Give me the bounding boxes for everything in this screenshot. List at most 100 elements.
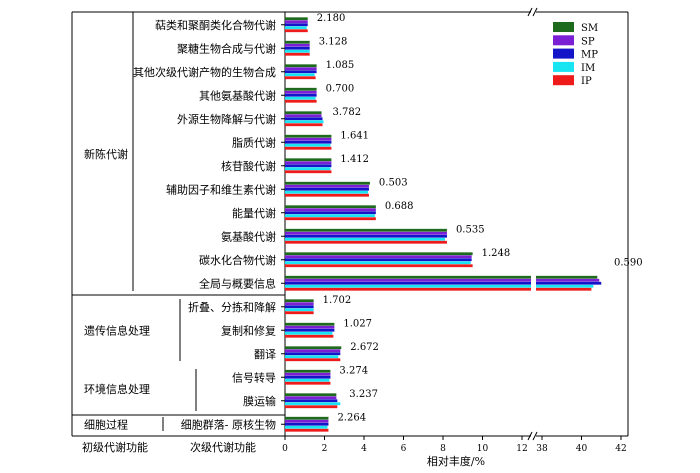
category-label: 碳水化合物代谢 — [199, 253, 276, 267]
x-tick-label: 38 — [536, 444, 548, 454]
bar — [285, 214, 375, 218]
bar — [285, 284, 531, 288]
data-label: 3.237 — [349, 389, 378, 400]
group-label: 遗传信息处理 — [84, 323, 150, 337]
bar — [536, 281, 602, 285]
data-label: 1.702 — [323, 295, 352, 306]
bar — [285, 90, 317, 94]
bar — [285, 255, 472, 259]
bar — [285, 322, 335, 326]
axis-break-mark — [527, 7, 533, 17]
x-tick-label: 40 — [576, 444, 588, 454]
data-label: 2.672 — [350, 342, 379, 353]
bar — [285, 372, 331, 376]
bar — [285, 325, 335, 329]
bar — [285, 134, 332, 138]
bar — [536, 275, 598, 279]
category-label: 聚糖生物合成与代谢 — [177, 41, 276, 55]
bar — [285, 252, 473, 256]
bar — [285, 405, 338, 409]
bar — [285, 399, 338, 403]
bar — [285, 190, 368, 194]
bar — [285, 355, 339, 359]
column-header-level2: 次级代谢功能 — [190, 440, 256, 454]
bar — [285, 64, 317, 68]
bar — [285, 369, 331, 373]
bar — [285, 261, 471, 265]
category-label: 能量代谢 — [232, 206, 276, 220]
bar — [285, 40, 310, 44]
legend-swatch — [553, 75, 574, 86]
data-label: 0.700 — [326, 83, 355, 94]
axis-break-mark — [532, 431, 538, 441]
x-tick-label: 42 — [615, 444, 626, 454]
data-label: 3.782 — [333, 107, 362, 118]
bar — [285, 237, 445, 241]
bar — [285, 287, 531, 291]
data-label: 1.027 — [343, 318, 372, 329]
bar — [285, 281, 531, 285]
bar — [285, 381, 331, 385]
bar — [285, 184, 369, 188]
bar — [285, 396, 337, 400]
category-label: 膜运输 — [243, 394, 276, 408]
axis-break-mark — [527, 431, 533, 441]
bar — [285, 49, 310, 53]
x-tick-label: 12 — [516, 444, 527, 454]
data-label: 1.248 — [482, 248, 511, 259]
bar — [285, 170, 332, 174]
bar — [285, 73, 315, 77]
bar — [536, 278, 600, 282]
bar — [285, 120, 324, 124]
category-label: 氨基酸代谢 — [221, 229, 276, 243]
bar — [285, 419, 329, 423]
bar — [285, 334, 334, 338]
bar — [285, 167, 331, 171]
bar — [285, 93, 317, 97]
bar — [285, 311, 314, 315]
bar — [536, 284, 594, 288]
chart-frame — [71, 7, 629, 441]
group-label: 细胞过程 — [84, 418, 128, 431]
bar — [285, 349, 341, 353]
bar — [285, 231, 447, 235]
bar — [285, 305, 314, 309]
category-label: 辅助因子和维生素代谢 — [166, 182, 276, 196]
bar — [285, 352, 341, 356]
data-label: 0.688 — [385, 201, 414, 212]
bar — [285, 164, 332, 168]
category-label: 脂质代谢 — [232, 135, 276, 149]
category-label: 外源生物降解与代谢 — [177, 112, 276, 126]
bar — [285, 205, 376, 209]
bar — [285, 158, 332, 162]
bar — [285, 402, 341, 406]
bar — [285, 146, 332, 150]
bar — [285, 117, 323, 121]
bar — [285, 46, 310, 50]
bar — [285, 416, 329, 420]
data-label: 1.085 — [326, 60, 355, 71]
bar — [285, 375, 331, 379]
category-label: 其他氨基酸代谢 — [199, 88, 276, 102]
bar — [285, 299, 314, 303]
category-label: 复制和修复 — [221, 323, 276, 337]
bar — [285, 26, 307, 30]
bar — [285, 123, 323, 127]
bar — [285, 208, 376, 212]
x-tick-label: 4 — [361, 444, 367, 454]
x-tick-label: 0 — [282, 444, 288, 454]
data-label: 3.128 — [319, 36, 348, 47]
x-tick-label: 8 — [440, 444, 446, 454]
bar — [285, 264, 473, 268]
x-axis: 0 2 4 6 8 10 12 38 40 42 相对丰度/% — [282, 436, 627, 468]
bar — [285, 275, 531, 279]
bar — [285, 393, 337, 397]
bar — [285, 52, 310, 56]
bar — [285, 140, 332, 144]
data-label: 3.274 — [339, 365, 368, 376]
bar — [285, 217, 376, 221]
data-label: 2.264 — [337, 412, 366, 423]
bar — [285, 193, 369, 197]
bar — [285, 278, 531, 282]
